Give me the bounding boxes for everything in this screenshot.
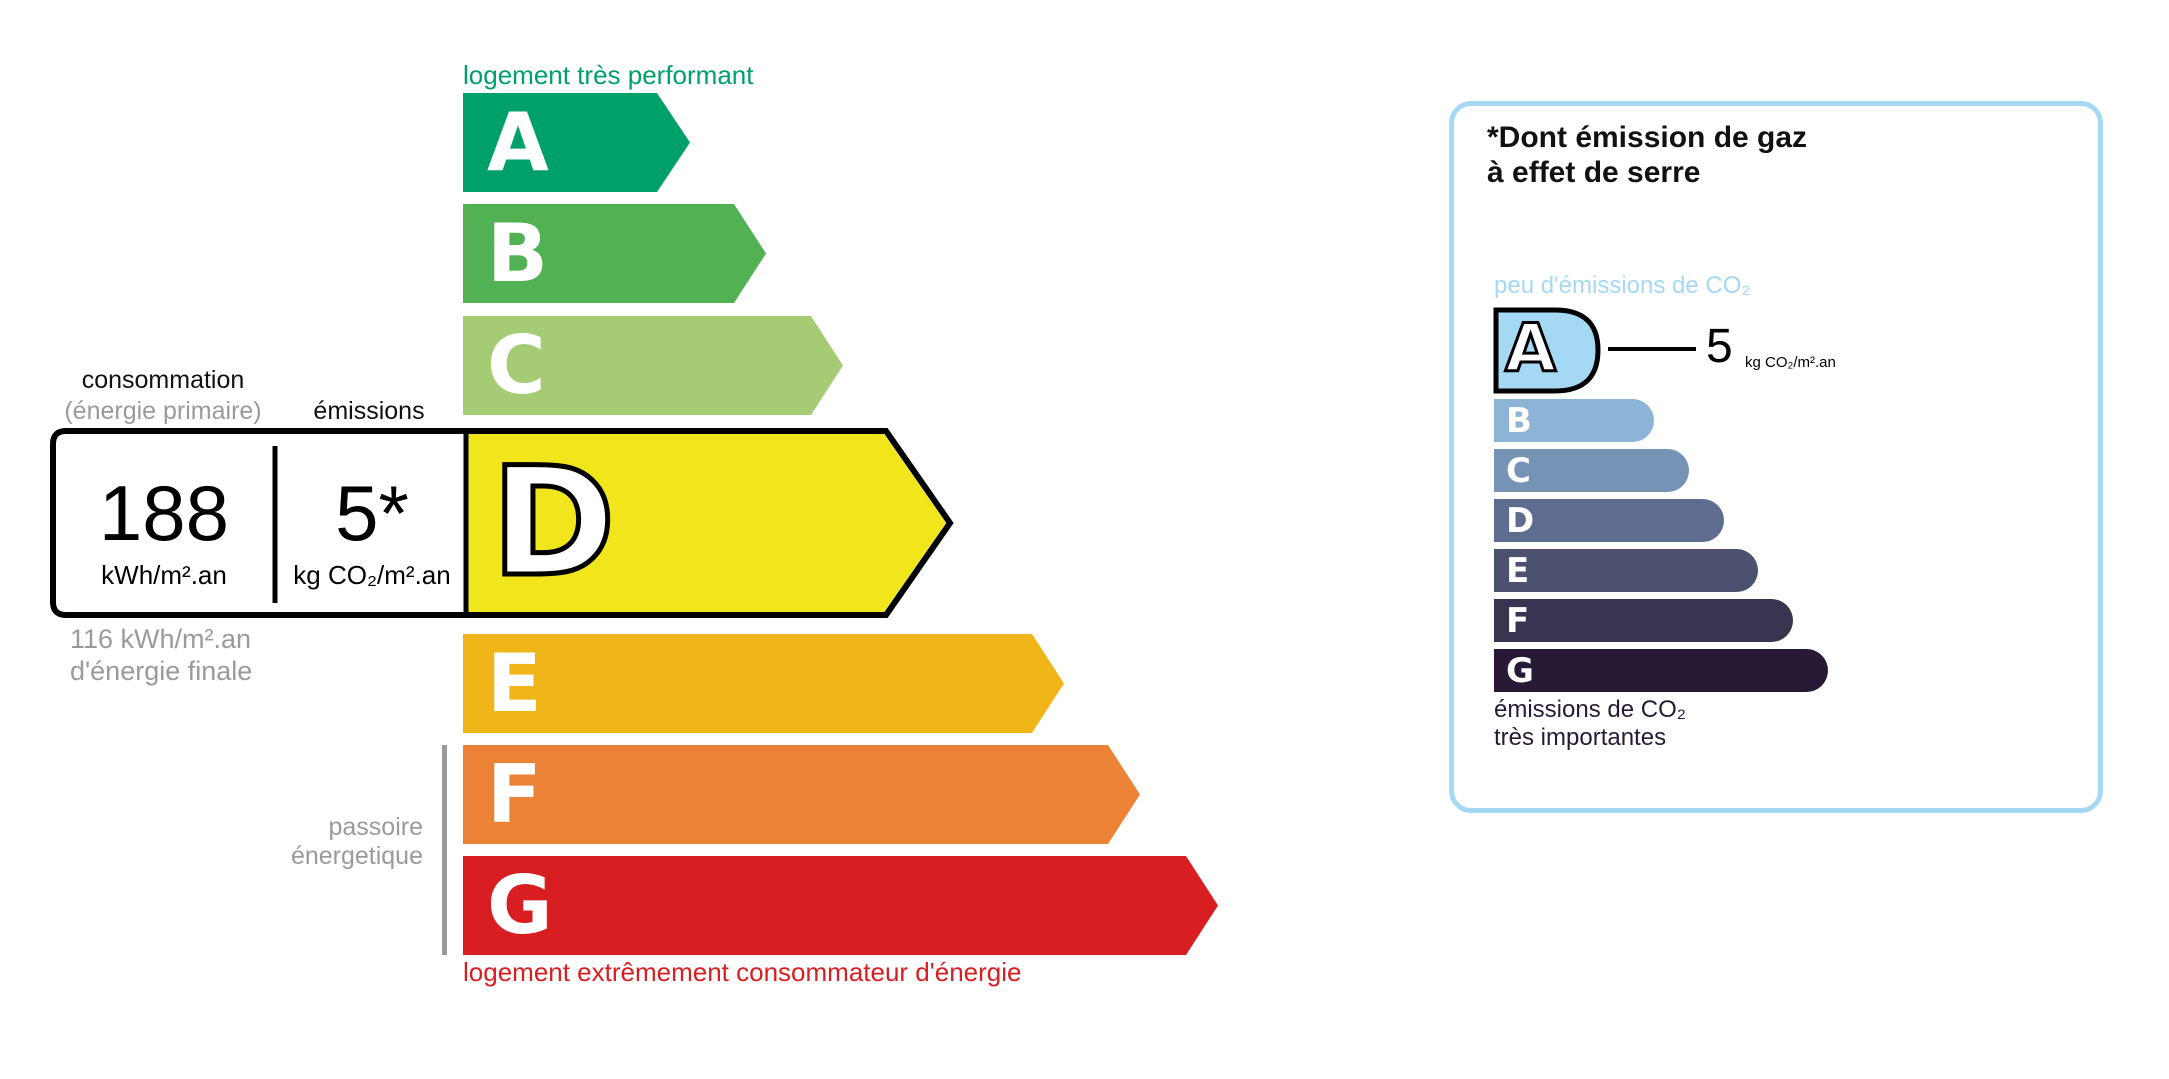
final-energy-value: 116 kWh/m².an [70,624,252,654]
class-b-arrow [463,204,766,303]
class-letter: C [487,319,546,412]
ges-title-line2: à effet de serre [1487,156,1701,189]
ges-top-label: peu d'émissions de CO₂ [1494,272,1751,299]
consumption-unit: kWh/m².an [101,560,227,590]
ges-unit: kg CO₂/m².an [1745,354,1836,371]
passoire-line1: passoire [328,813,424,841]
class-letter: C [1506,451,1531,491]
class-letter: D [1506,501,1535,541]
ges-class-a-current [1493,307,1601,394]
passoire-label: passoire énergetique [250,813,423,871]
class-letter: A [487,96,549,189]
ges-class-e: E [1494,549,1758,592]
class-letter: B [1506,401,1532,441]
ges-class-d: D [1494,499,1724,542]
emissions-value: 5* [335,469,409,557]
passoire-line2: énergetique [290,842,423,870]
class-d-arrow [468,434,946,612]
ges-title: *Dont émission de gaz à effet de serre [1487,120,1807,190]
consumption-sub: (énergie primaire) [50,397,276,426]
ges-current-letter: A [1503,309,1557,389]
current-class-box [50,428,954,618]
ges-pointer-line [1608,347,1696,351]
passoire-bracket [442,745,447,955]
ges-panel [1449,101,2103,813]
top-label: logement très performant [463,60,754,90]
ges-bottom-line2: très importantes [1494,724,1667,751]
class-letter: B [487,207,548,300]
class-c-arrow [463,316,843,415]
ges-class-b: B [1494,399,1654,442]
final-energy-label: d'énergie finale [70,656,253,686]
emissions-unit: kg CO₂/m².an [293,560,451,590]
class-letter: F [1506,601,1530,641]
ges-title-line1: *Dont émission de gaz [1487,121,1808,154]
ges-value: 5 [1706,320,1733,373]
class-letter: G [487,859,553,952]
class-letter: G [1506,651,1534,691]
emissions-label-text: émissions [313,397,425,425]
consumption-sub-text: (énergie primaire) [64,397,262,425]
consumption-value: 188 [98,469,230,557]
bottom-label: logement extrêmement consommateur d'éner… [463,957,1022,987]
current-class-letter: D [489,436,618,611]
class-letter: F [487,748,542,841]
consumption-label: consommation [81,366,245,394]
class-letter: E [487,637,542,730]
ges-bottom-label: émissions de CO₂ très importantes [1494,696,1686,752]
class-f-arrow [463,745,1140,844]
emissions-label: émissions [276,397,462,426]
ges-class-g: G [1494,649,1828,692]
class-a-arrow [463,93,690,192]
class-e-arrow [463,634,1064,733]
class-g-arrow [463,856,1218,955]
ges-class-f: F [1494,599,1793,642]
ges-bottom-line1: émissions de CO₂ [1494,696,1687,723]
ges-class-c: C [1494,449,1689,492]
class-letter: E [1506,551,1530,591]
